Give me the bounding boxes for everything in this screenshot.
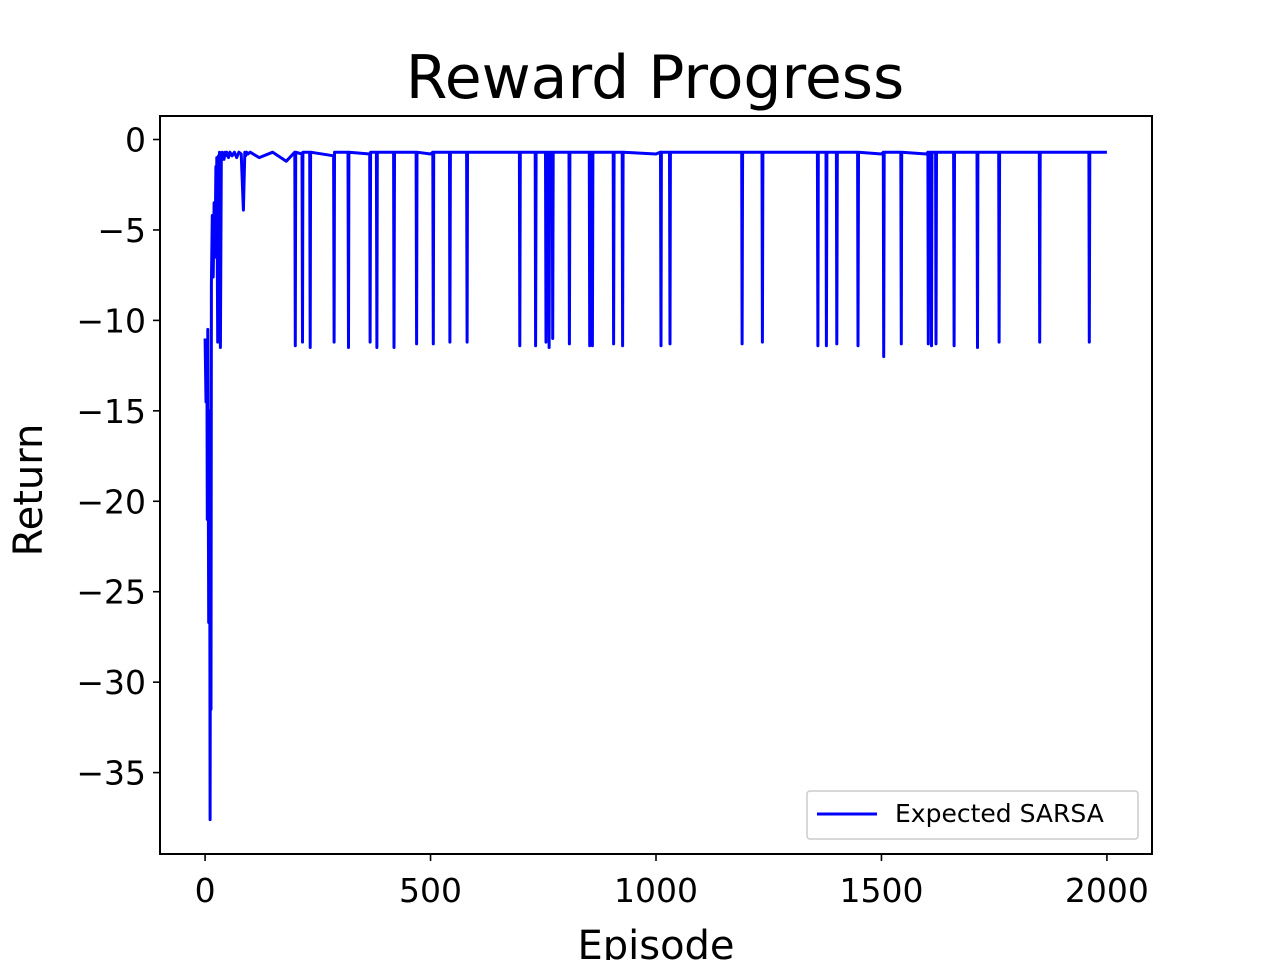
y-tick-label: −20 — [76, 482, 146, 521]
y-axis-ticks: 0 −5 −10 −15 −20 −25 −30 −35 — [76, 121, 160, 793]
legend-label: Expected SARSA — [895, 799, 1104, 828]
x-tick-label: 1500 — [839, 871, 923, 910]
y-axis-label: Return — [6, 424, 52, 557]
y-tick-label: −35 — [76, 754, 146, 793]
y-tick-label: −25 — [76, 573, 146, 612]
y-tick-label: −5 — [97, 211, 146, 250]
axes-frame — [159, 115, 1153, 855]
x-tick-label: 500 — [399, 871, 462, 910]
legend: Expected SARSA — [806, 790, 1139, 840]
plot-area — [203, 150, 1107, 822]
y-tick-label: 0 — [125, 121, 146, 160]
chart-title: Reward Progress — [406, 43, 905, 113]
legend-box — [806, 790, 1139, 840]
series-line-0 — [203, 150, 1107, 822]
x-tick-label: 0 — [195, 871, 216, 910]
x-tick-label: 1000 — [614, 871, 698, 910]
x-axis-ticks: 0 500 1000 1500 2000 — [195, 854, 1149, 910]
y-tick-label: −30 — [76, 663, 146, 702]
y-tick-label: −10 — [76, 301, 146, 340]
x-tick-label: 2000 — [1065, 871, 1149, 910]
y-tick-label: −15 — [76, 392, 146, 431]
x-axis-label: Episode — [577, 923, 734, 960]
